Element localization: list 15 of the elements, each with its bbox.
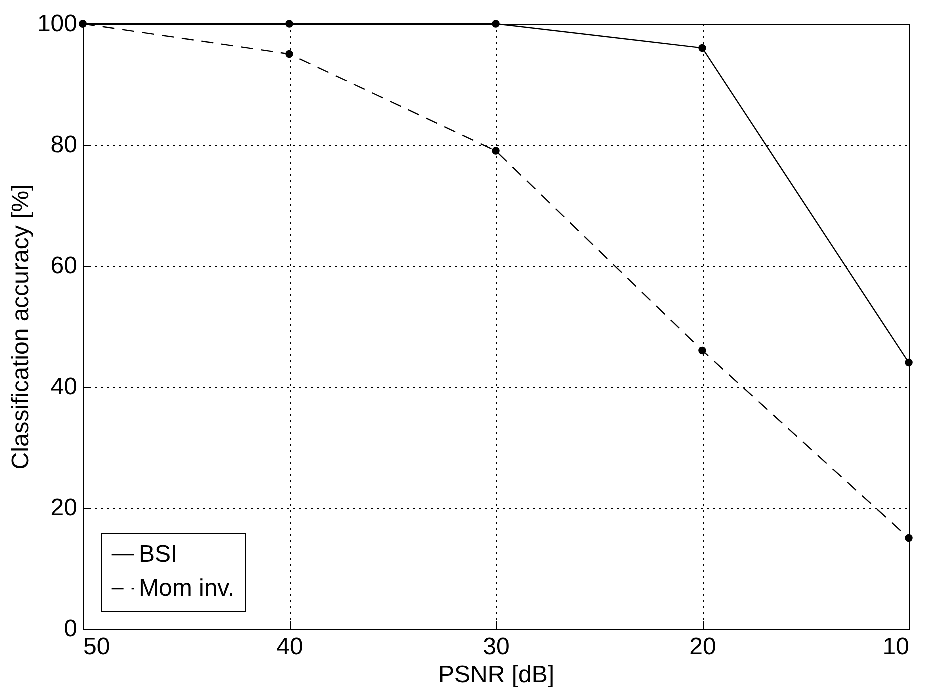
x-tick-label: 10 xyxy=(882,634,910,660)
y-tick-label: 40 xyxy=(50,374,78,400)
y-tick-label: 20 xyxy=(50,494,78,522)
y-tick-label: 100 xyxy=(37,10,78,38)
x-tick-label: 50 xyxy=(84,634,110,660)
legend-label: BSI xyxy=(139,541,178,568)
x-tick-label: 30 xyxy=(483,634,510,660)
y-tick-label: 0 xyxy=(64,616,78,642)
x-tick-label: 40 xyxy=(276,634,304,660)
y-axis-title: Classification accuracy [%] xyxy=(7,184,34,470)
legend-label: Mom inv. xyxy=(139,575,235,602)
y-tick-label: 60 xyxy=(50,252,78,280)
x-tick-label: 20 xyxy=(690,634,716,660)
x-axis-title: PSNR [dB] xyxy=(438,662,555,688)
y-tick-label: 80 xyxy=(50,132,78,158)
